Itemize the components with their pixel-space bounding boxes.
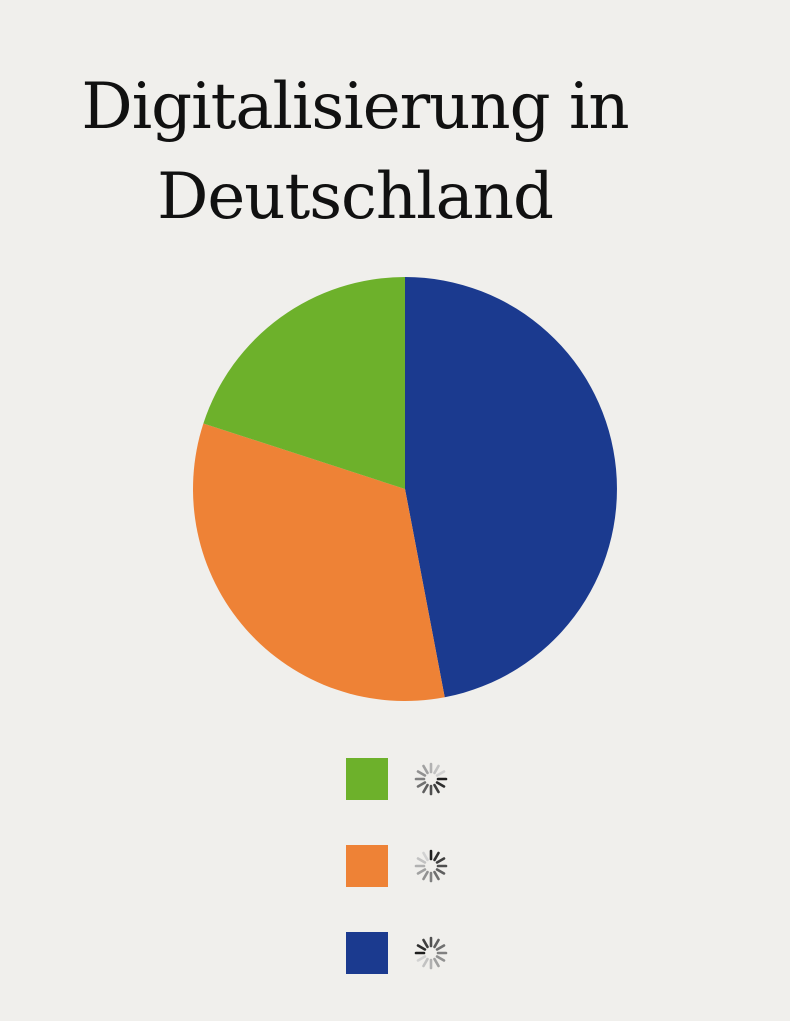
loading-spinner-icon <box>414 849 448 883</box>
pie-slice-1 <box>405 277 617 698</box>
chart-title: Digitalisierung in Deutschland <box>0 62 710 242</box>
legend <box>346 758 466 974</box>
legend-item-1 <box>346 758 466 802</box>
pie-slice-3 <box>203 277 405 489</box>
loading-spinner-icon <box>414 936 448 970</box>
legend-swatch-2 <box>346 845 388 887</box>
chart-title-line-1: Digitalisierung in <box>81 70 629 144</box>
loading-spinner-icon <box>414 762 448 796</box>
legend-item-3 <box>346 932 466 976</box>
chart-title-line-2: Deutschland <box>157 160 554 234</box>
pie-chart <box>193 277 617 701</box>
legend-item-2 <box>346 845 466 889</box>
legend-swatch-3 <box>346 932 388 974</box>
pie-slice-2 <box>193 423 445 701</box>
legend-swatch-1 <box>346 758 388 800</box>
